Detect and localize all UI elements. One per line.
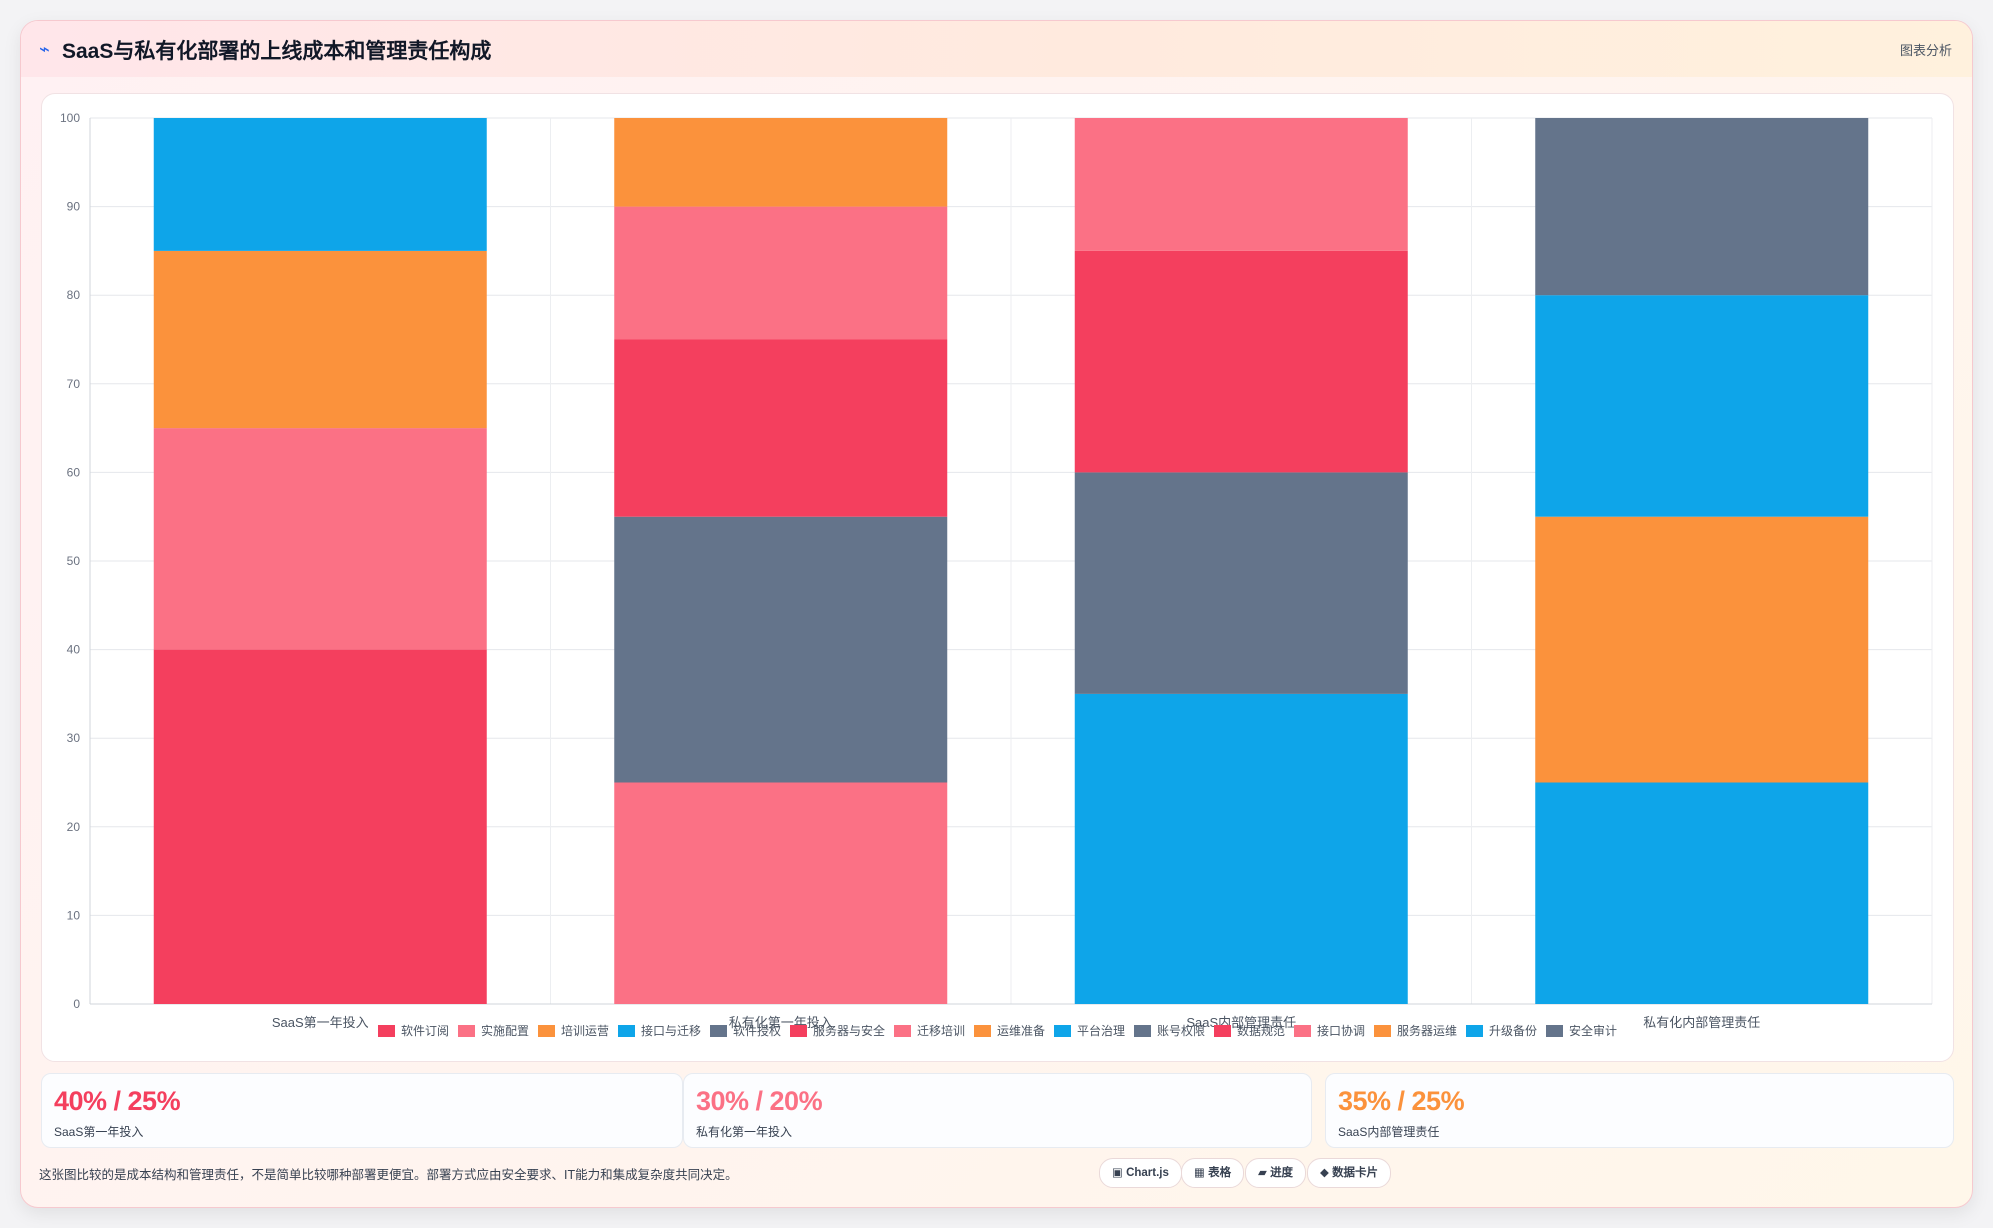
- legend-swatch: [1466, 1025, 1483, 1037]
- bar-segment: [153, 649, 487, 1004]
- y-tick-label: 80: [67, 288, 81, 302]
- pill-progress[interactable]: ▰ 进度: [1245, 1158, 1307, 1188]
- progress-icon: ▰: [1258, 1167, 1267, 1179]
- legend-label: 软件订阅: [401, 1024, 449, 1038]
- bar-segment: [614, 339, 948, 517]
- legend-label: 安全审计: [1569, 1023, 1617, 1038]
- legend-swatch: [458, 1025, 475, 1037]
- y-tick-label: 60: [67, 465, 81, 479]
- legend-label: 账号权限: [1157, 1024, 1205, 1038]
- legend-label: 培训运营: [561, 1023, 609, 1038]
- pill-data-card[interactable]: ◆ 数据卡片: [1307, 1158, 1392, 1188]
- y-tick-label: 100: [60, 111, 80, 125]
- chart-icon: ▣: [1112, 1167, 1123, 1179]
- legend-label: 数据规范: [1237, 1023, 1285, 1038]
- bar-segment: [153, 428, 487, 650]
- chart-panel: 0 10 20 30 40 50 60 70 80 90 100 SaaS第一年投入 私有化第一年投入 S…: [41, 93, 1954, 1062]
- chart-card: ⌁ SaaS与私有化部署的上线成本和管理责任构成 图表分析 0 10 20 30 40 5…: [20, 20, 1973, 1208]
- data-card-icon: ◆: [1320, 1167, 1329, 1179]
- pill-chartjs[interactable]: ▣ Chart.js: [1099, 1158, 1182, 1188]
- legend-swatch: [538, 1025, 555, 1037]
- stat-value: 30% / 20%: [696, 1086, 823, 1116]
- legend-swatch: [1054, 1025, 1071, 1037]
- legend-swatch: [974, 1025, 991, 1037]
- bar-segment: [614, 118, 948, 207]
- stat-label: 私有化第一年投入: [696, 1125, 793, 1139]
- table-icon: ▦: [1194, 1167, 1205, 1179]
- legend-swatch: [1214, 1025, 1231, 1037]
- bar-segment: [153, 250, 487, 429]
- y-tick-label: 0: [73, 997, 80, 1011]
- pill-label: 进度: [1270, 1167, 1294, 1179]
- stat-label: SaaS内部管理责任: [1338, 1125, 1440, 1139]
- legend-swatch: [618, 1025, 635, 1037]
- legend-label: 迁移培训: [917, 1023, 965, 1038]
- legend-label: 运维准备: [997, 1024, 1045, 1038]
- y-tick-label: 70: [67, 377, 81, 391]
- x-tick-label: SaaS内部管理责任: [1186, 1015, 1296, 1030]
- legend-label: 接口协调: [1317, 1023, 1365, 1038]
- stat-value: 35% / 25%: [1338, 1086, 1465, 1116]
- legend-swatch: [1134, 1025, 1151, 1037]
- y-tick-label: 90: [67, 200, 81, 214]
- bar-segment: [614, 516, 948, 783]
- bar-segment: [1535, 295, 1869, 517]
- bar-segment: [614, 206, 948, 340]
- stat-card-saas-first-year: 40% / 25% SaaS第一年投入: [41, 1073, 683, 1148]
- bar-segment: [1074, 250, 1408, 473]
- y-tick-label: 40: [67, 643, 81, 657]
- legend-swatch: [378, 1025, 395, 1037]
- stat-value: 40% / 25%: [54, 1086, 181, 1116]
- y-tick-label: 10: [67, 908, 81, 922]
- pill-label: 表格: [1208, 1167, 1232, 1179]
- legend-swatch: [1546, 1025, 1563, 1037]
- pill-table[interactable]: ▦ 表格: [1181, 1158, 1245, 1188]
- y-tick-label: 30: [67, 731, 81, 745]
- bar-segment: [1535, 516, 1869, 783]
- legend-swatch: [790, 1025, 807, 1037]
- pill-label: 数据卡片: [1332, 1167, 1379, 1179]
- legend-label: 平台治理: [1077, 1023, 1125, 1038]
- bar-segment: [1535, 118, 1869, 296]
- card-header: ⌁ SaaS与私有化部署的上线成本和管理责任构成 图表分析: [21, 21, 1972, 77]
- chart-analysis-link[interactable]: 图表分析: [1899, 43, 1952, 58]
- footnote: 这张图比较的是成本结构和管理责任，不是简单比较哪种部署更便宜。部署方式应由安全要…: [39, 1168, 738, 1182]
- legend-swatch: [1374, 1025, 1391, 1037]
- bar-segment: [1074, 693, 1408, 1004]
- legend-label: 接口与迁移: [641, 1023, 701, 1038]
- legend-label: 服务器运维: [1397, 1023, 1457, 1038]
- stat-card-saas-management: 35% / 25% SaaS内部管理责任: [1325, 1073, 1954, 1148]
- x-tick-label: 私有化内部管理责任: [1643, 1015, 1760, 1030]
- stat-label: SaaS第一年投入: [54, 1125, 144, 1139]
- bar-segment: [1535, 782, 1869, 1004]
- chart-icon: ⌁: [39, 39, 50, 59]
- bar-segment: [614, 782, 948, 1004]
- pill-label: Chart.js: [1126, 1167, 1169, 1179]
- legend-label: 升级备份: [1489, 1024, 1537, 1038]
- legend-label: 软件授权: [733, 1023, 781, 1038]
- stat-card-private-first-year: 30% / 20% 私有化第一年投入: [683, 1073, 1312, 1148]
- y-tick-label: 50: [67, 554, 81, 568]
- legend-label: 实施配置: [481, 1023, 529, 1038]
- bar-segment: [153, 118, 487, 251]
- bar-segment: [1074, 472, 1408, 694]
- legend-swatch: [710, 1025, 727, 1037]
- y-tick-label: 20: [67, 820, 81, 834]
- page-title: SaaS与私有化部署的上线成本和管理责任构成: [62, 40, 492, 63]
- x-tick-label: SaaS第一年投入: [272, 1015, 369, 1030]
- bar-segment: [1074, 118, 1408, 251]
- legend-swatch: [1294, 1025, 1311, 1037]
- legend-label: 服务器与安全: [813, 1023, 885, 1038]
- legend-swatch: [894, 1025, 911, 1037]
